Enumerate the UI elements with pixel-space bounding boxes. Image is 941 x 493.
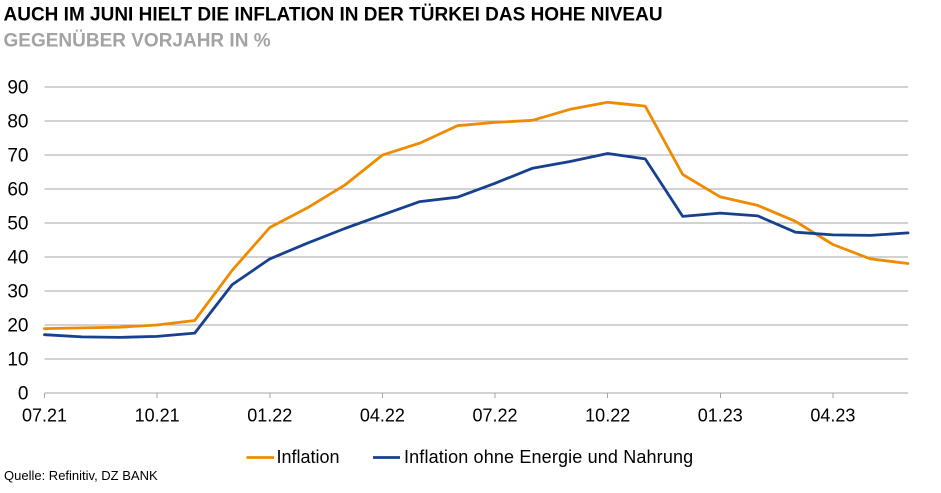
svg-text:04.23: 04.23	[810, 406, 855, 426]
svg-text:Inflation ohne Energie und Nah: Inflation ohne Energie und Nahrung	[404, 447, 693, 467]
svg-text:40: 40	[7, 248, 28, 269]
svg-text:AUCH IM JUNI HIELT DIE INFLATI: AUCH IM JUNI HIELT DIE INFLATION IN DER …	[4, 4, 663, 25]
svg-text:90: 90	[7, 78, 28, 99]
svg-text:01.22: 01.22	[247, 406, 292, 426]
svg-text:50: 50	[7, 214, 28, 235]
svg-text:01.23: 01.23	[698, 406, 743, 426]
svg-text:10: 10	[7, 350, 28, 371]
svg-text:GEGENÜBER VORJAHR IN %: GEGENÜBER VORJAHR IN %	[4, 30, 271, 51]
svg-text:70: 70	[7, 146, 28, 167]
svg-text:10.21: 10.21	[135, 406, 180, 426]
svg-text:07.22: 07.22	[472, 406, 517, 426]
svg-text:04.22: 04.22	[360, 406, 405, 426]
svg-text:10.22: 10.22	[585, 406, 630, 426]
svg-text:0: 0	[18, 384, 29, 405]
svg-text:Quelle: Refinitiv, DZ BANK: Quelle: Refinitiv, DZ BANK	[4, 468, 158, 483]
svg-text:Inflation: Inflation	[277, 447, 340, 467]
svg-text:30: 30	[7, 282, 28, 303]
svg-text:60: 60	[7, 180, 28, 201]
svg-text:07.21: 07.21	[22, 406, 67, 426]
svg-text:20: 20	[7, 316, 28, 337]
svg-text:80: 80	[7, 112, 28, 133]
